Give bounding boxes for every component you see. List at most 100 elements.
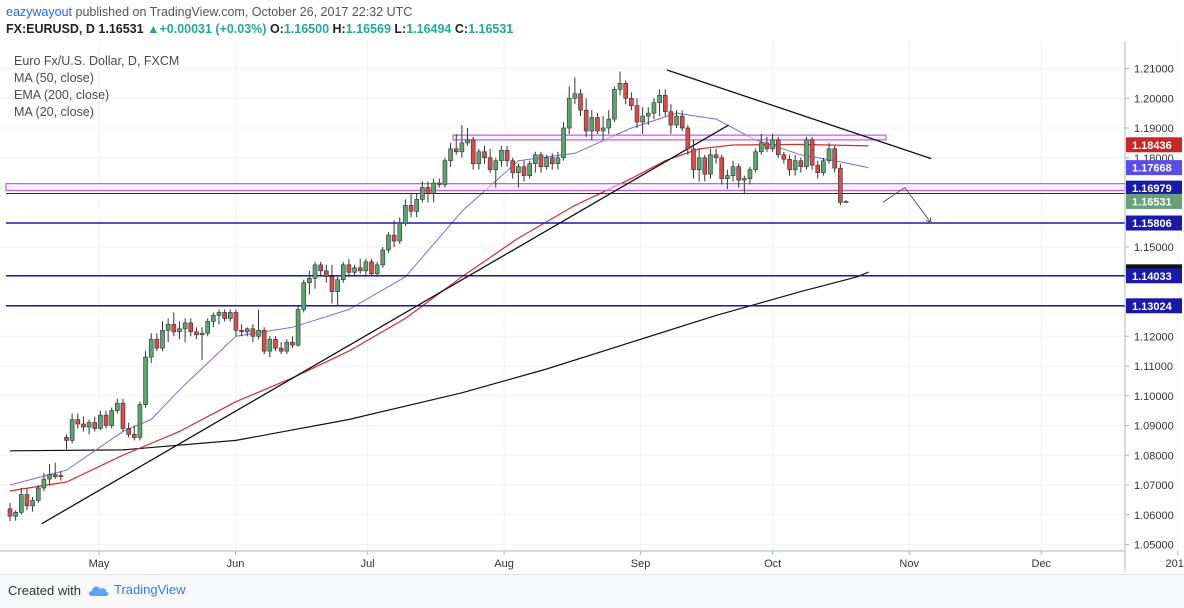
open-value: 1.16500 bbox=[283, 22, 330, 36]
candle-down bbox=[131, 434, 137, 438]
price-label-bg bbox=[1126, 268, 1182, 284]
price-labels: 1.184361.176681.169791.165311.158061.141… bbox=[1126, 137, 1182, 314]
candle-up bbox=[397, 222, 403, 242]
price-tick-label: 1.09000 bbox=[1134, 421, 1174, 433]
candle-down bbox=[679, 115, 685, 129]
candle-up bbox=[600, 127, 606, 132]
price-chart[interactable]: 1.210001.200001.190001.180001.170001.150… bbox=[0, 41, 1184, 571]
candle-down bbox=[222, 312, 227, 319]
candle-down bbox=[250, 328, 256, 337]
candle-down bbox=[719, 157, 725, 179]
candle-down bbox=[278, 347, 284, 352]
candle-down bbox=[487, 157, 493, 170]
candle-down bbox=[64, 437, 69, 441]
candle-up bbox=[41, 478, 47, 489]
candle-down bbox=[171, 324, 177, 333]
candle-down bbox=[92, 422, 98, 429]
candle-up bbox=[499, 150, 504, 162]
candles bbox=[7, 71, 849, 522]
price-label-hline: 1.14033 bbox=[1132, 271, 1172, 283]
candle-down bbox=[504, 150, 510, 162]
candle-down bbox=[261, 329, 267, 352]
candle-down bbox=[391, 234, 397, 242]
candle-up bbox=[47, 474, 52, 480]
candle-down bbox=[691, 148, 696, 170]
candle-down bbox=[103, 414, 109, 426]
candle-down bbox=[273, 338, 278, 349]
time-tick-label: Nov bbox=[899, 558, 919, 570]
candle-down bbox=[120, 402, 126, 429]
candle-up bbox=[363, 261, 369, 272]
candle-down bbox=[595, 117, 600, 132]
publish-text: published on TradingView.com, October 26… bbox=[75, 5, 413, 19]
candle-up bbox=[227, 312, 233, 319]
price-label-hline: 1.15806 bbox=[1132, 218, 1172, 230]
time-tick-label: Aug bbox=[494, 558, 514, 570]
candle-up bbox=[758, 142, 764, 153]
candle-up bbox=[335, 279, 340, 292]
candle-down bbox=[324, 270, 329, 278]
candle-up bbox=[177, 328, 182, 333]
candle-down bbox=[787, 158, 792, 170]
ohlc-bar: FX:EURUSD, D 1.16531 ▲+0.00031 (+0.03%) … bbox=[6, 22, 513, 36]
candle-down bbox=[7, 508, 13, 517]
ma50-line bbox=[9, 143, 869, 492]
candle-down bbox=[290, 341, 295, 346]
price-tick-label: 1.08000 bbox=[1134, 450, 1174, 462]
candle-down bbox=[764, 142, 770, 150]
candle-down bbox=[369, 261, 374, 275]
candle-up bbox=[821, 160, 826, 173]
candle-up bbox=[98, 414, 103, 429]
chart-area[interactable]: 1.210001.200001.190001.180001.170001.150… bbox=[0, 41, 1184, 571]
time-tick-label: Jun bbox=[227, 558, 245, 570]
candle-up bbox=[414, 199, 420, 212]
candle-up bbox=[216, 312, 222, 316]
candle-down bbox=[578, 93, 583, 111]
candle-up bbox=[244, 328, 250, 333]
tradingview-link[interactable]: TradingView bbox=[88, 582, 186, 598]
candle-up bbox=[115, 402, 120, 411]
candle-down bbox=[702, 157, 708, 175]
close-label: C: bbox=[454, 22, 469, 36]
candle-down bbox=[781, 154, 787, 160]
candle-down bbox=[52, 474, 58, 477]
candle-up bbox=[527, 163, 532, 176]
time-tick-label: 2018 bbox=[1166, 558, 1184, 570]
candle-up bbox=[674, 115, 679, 126]
candle-up bbox=[199, 332, 205, 336]
legend-title: Euro Fx/U.S. Dollar, D, FXCM bbox=[14, 54, 179, 68]
candle-down bbox=[346, 264, 352, 273]
candle-up bbox=[770, 139, 775, 150]
candle-down bbox=[634, 105, 640, 123]
price-label-ma50: 1.18436 bbox=[1132, 140, 1172, 152]
legend-ema200[interactable]: EMA (200, close) bbox=[14, 88, 109, 102]
candle-up bbox=[267, 338, 273, 352]
publish-info: eazywayout published on TradingView.com,… bbox=[6, 5, 412, 19]
candle-down bbox=[154, 338, 160, 349]
candle-up bbox=[86, 422, 92, 428]
created-with-text: Created with bbox=[8, 583, 81, 598]
legend-ma50[interactable]: MA (50, close) bbox=[14, 71, 94, 85]
candle-up bbox=[256, 329, 261, 337]
price-tick-label: 1.07000 bbox=[1134, 480, 1174, 492]
candle-up bbox=[725, 175, 730, 179]
price-label-ma20: 1.17668 bbox=[1132, 163, 1172, 175]
price-label-bg bbox=[1126, 193, 1182, 209]
candle-down bbox=[329, 276, 335, 292]
time-tick-label: May bbox=[89, 558, 110, 570]
price-tick-label: 1.19000 bbox=[1134, 123, 1174, 135]
candle-down bbox=[408, 205, 414, 212]
candle-up bbox=[380, 249, 386, 266]
candle-down bbox=[798, 160, 804, 167]
price-tick-label: 1.12000 bbox=[1134, 331, 1174, 343]
price-tick-label: 1.05000 bbox=[1134, 540, 1174, 552]
candle-up bbox=[386, 234, 391, 251]
footer: Created with TradingView bbox=[0, 574, 1184, 608]
author-link[interactable]: eazywayout bbox=[6, 5, 73, 19]
tradingview-brand: TradingView bbox=[114, 582, 186, 597]
legend-ma20[interactable]: MA (20, close) bbox=[14, 105, 94, 119]
candle-up bbox=[561, 127, 566, 159]
candle-down bbox=[318, 264, 323, 272]
candle-down bbox=[538, 154, 544, 167]
close-value: 1.16531 bbox=[468, 22, 514, 36]
